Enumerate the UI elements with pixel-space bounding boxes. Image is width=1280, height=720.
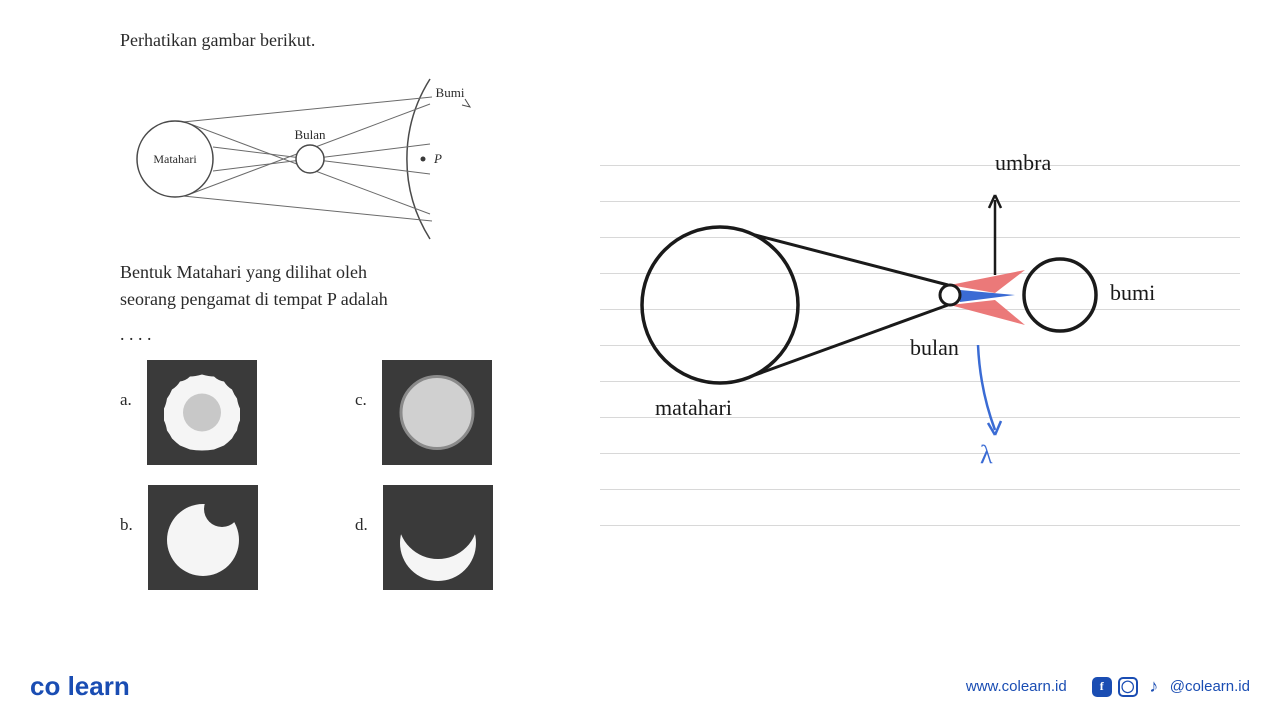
option-b-image [148, 485, 258, 590]
tiktok-icon[interactable]: ♪ [1144, 677, 1164, 697]
eclipse-diagram: Matahari Bulan Bumi P [120, 59, 520, 239]
moon-label: Bulan [294, 127, 326, 142]
option-c-image [382, 360, 492, 465]
sun-label: Matahari [153, 152, 197, 166]
hand-bulan: bulan [910, 335, 959, 361]
handwritten-panel: umbra bumi bulan matahari λ [600, 130, 1240, 630]
social-links: f ◯ ♪ @colearn.id [1092, 677, 1250, 697]
option-d-image [383, 485, 493, 590]
social-handle: @colearn.id [1170, 678, 1250, 695]
option-c: c. [355, 360, 560, 465]
hand-umbra: umbra [995, 150, 1051, 176]
question-body: Bentuk Matahari yang dilihat oleh seoran… [120, 259, 560, 313]
facebook-icon[interactable]: f [1092, 677, 1112, 697]
option-a-image [147, 360, 257, 465]
logo: co learn [30, 671, 130, 702]
hand-bumi: bumi [1110, 280, 1155, 306]
option-b: b. [120, 485, 325, 590]
option-a: a. [120, 360, 325, 465]
option-d: d. [355, 485, 560, 590]
instagram-icon[interactable]: ◯ [1118, 677, 1138, 697]
hand-lambda: λ [980, 440, 993, 470]
earth-label: Bumi [436, 85, 465, 100]
question-panel: Perhatikan gambar berikut. Matahari Bula… [120, 30, 560, 590]
hand-matahari: matahari [655, 395, 732, 421]
footer: co learn www.colearn.id f ◯ ♪ @colearn.i… [0, 671, 1280, 702]
dots: . . . . [120, 321, 560, 348]
website-link[interactable]: www.colearn.id [966, 678, 1067, 695]
question-intro: Perhatikan gambar berikut. [120, 30, 560, 51]
options: a. c. b. [120, 360, 560, 590]
p-label: P [433, 151, 442, 166]
